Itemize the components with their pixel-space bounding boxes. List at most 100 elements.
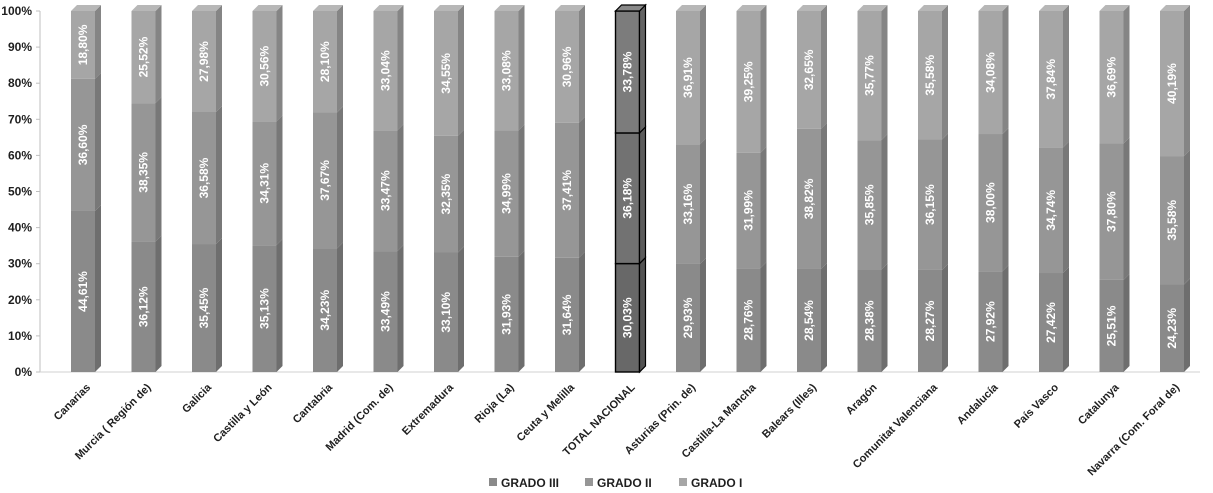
category-label: País Vasco (1012, 381, 1061, 430)
bar-segment-side (881, 5, 888, 141)
data-label: 37,80% (1105, 191, 1119, 232)
bar-segment (131, 241, 156, 372)
bar-segment (676, 144, 700, 264)
bar-segment (555, 122, 579, 258)
bar-segment (434, 135, 458, 253)
data-label: 36,15% (923, 184, 937, 225)
bar-top-face (494, 5, 525, 11)
bar-segment-side (458, 129, 464, 253)
bar-segment (857, 11, 882, 141)
y-tick-label: 60% (8, 148, 32, 162)
bar-segment (192, 244, 216, 372)
data-label: 25,51% (1105, 305, 1119, 346)
bar-segment (192, 11, 216, 112)
bar-stack: 30,03% 36,18% 33,78% (614, 3, 647, 374)
bar-segment-side (1063, 267, 1069, 372)
data-label: 36,91% (681, 57, 695, 98)
bar-top-face (676, 5, 706, 11)
bar-segment-side (942, 133, 948, 270)
bar-segment (1039, 147, 1063, 274)
bar-segment (434, 11, 458, 136)
bar-top-face (797, 5, 827, 11)
data-label: 30,03% (621, 297, 635, 338)
bar-stack: 27,92% 38,00% 34,08% (978, 5, 1009, 372)
bar-segment (978, 11, 1003, 135)
bar-segment-side (1184, 278, 1190, 372)
category-label: Andalucía (955, 381, 1001, 427)
data-label: 27,92% (984, 301, 998, 342)
y-tick-label: 90% (8, 40, 32, 54)
bar-stack: 28,27% 36,15% 35,58% (918, 5, 948, 372)
legend-label: GRADO I (691, 476, 742, 490)
bar-segment-side (942, 263, 948, 372)
category-label: Castilla y León (211, 381, 275, 445)
bar-stack: 25,51% 37,80% 36,69% (1099, 5, 1130, 372)
data-label: 34,55% (439, 53, 453, 94)
bar-top-face (131, 5, 162, 11)
legend-label: GRADO III (501, 476, 559, 490)
bar-top-face (1039, 5, 1069, 11)
bar-stack: 24,23% 35,58% 40,19% (1160, 5, 1190, 372)
data-label: 28,76% (742, 299, 756, 340)
bar-top-face (918, 5, 948, 11)
bar-stack: 29,93% 33,16% 36,91% (676, 5, 706, 372)
legend: GRADO III GRADO II GRADO I (489, 476, 742, 490)
bar-segment (1099, 143, 1124, 280)
bar-segment (252, 121, 277, 246)
bar-segment-side (276, 5, 283, 122)
bar-segment-side (216, 105, 222, 245)
bar-segment (192, 111, 216, 245)
data-label: 36,69% (1105, 57, 1119, 98)
bar-segment (71, 11, 95, 79)
bar-segment (614, 132, 641, 265)
bar-segment (71, 78, 95, 211)
bar-segment-side (458, 246, 464, 372)
bar-top-face (71, 5, 101, 11)
bar-segment-side (638, 125, 647, 266)
data-label: 28,38% (863, 300, 877, 341)
bar-stack: 28,76% 31,99% 39,25% (736, 5, 767, 372)
data-label: 31,93% (500, 294, 514, 335)
y-tick-label: 0% (15, 365, 33, 379)
category-label: Cantabria (291, 381, 336, 426)
data-label: 37,67% (318, 160, 332, 201)
bar-segment (373, 11, 398, 131)
data-label: 32,65% (802, 49, 816, 90)
bar-segment (918, 269, 942, 372)
bar-segment-side (942, 5, 948, 140)
data-label: 24,23% (1165, 308, 1179, 349)
bar-segment-side (821, 5, 827, 129)
bar-segment-side (155, 235, 162, 372)
bar-segment-side (1123, 137, 1130, 280)
bar-top-face (614, 4, 647, 12)
bar-segment-side (397, 124, 404, 252)
bar-segment-side (216, 5, 222, 112)
bar-top-face (373, 5, 404, 11)
legend-label: GRADO II (597, 476, 652, 490)
bar-segment (373, 130, 398, 252)
bar-segment (252, 245, 277, 372)
y-tick-label: 20% (8, 293, 32, 307)
bar-segment (555, 257, 579, 372)
bar-segment-side (216, 238, 222, 372)
bar-segment-side (638, 3, 647, 135)
y-axis: 0% 10% 20% 30% 40% 50% 60% 70% 80% 90% 100% (1, 4, 1200, 379)
data-label: 27,98% (197, 41, 211, 82)
category-label: Galicia (180, 381, 215, 416)
bar-segment-side (1184, 150, 1190, 285)
bar-segment-side (881, 134, 888, 270)
category-label: Ceuta y Melilla (515, 381, 578, 444)
y-tick-label: 70% (8, 112, 32, 126)
bar-segment-side (458, 5, 464, 136)
data-label: 38,35% (137, 152, 151, 193)
bar-segment (797, 268, 821, 372)
data-label: 35,45% (197, 287, 211, 328)
bar-segment-side (760, 5, 767, 153)
data-label: 34,23% (318, 290, 332, 331)
data-label: 35,58% (923, 55, 937, 96)
bar-stack: 31,93% 34,99% 33,08% (494, 5, 525, 372)
bar-segment-side (276, 115, 283, 246)
bar-segment-side (760, 146, 767, 269)
bar-segment (494, 11, 519, 131)
